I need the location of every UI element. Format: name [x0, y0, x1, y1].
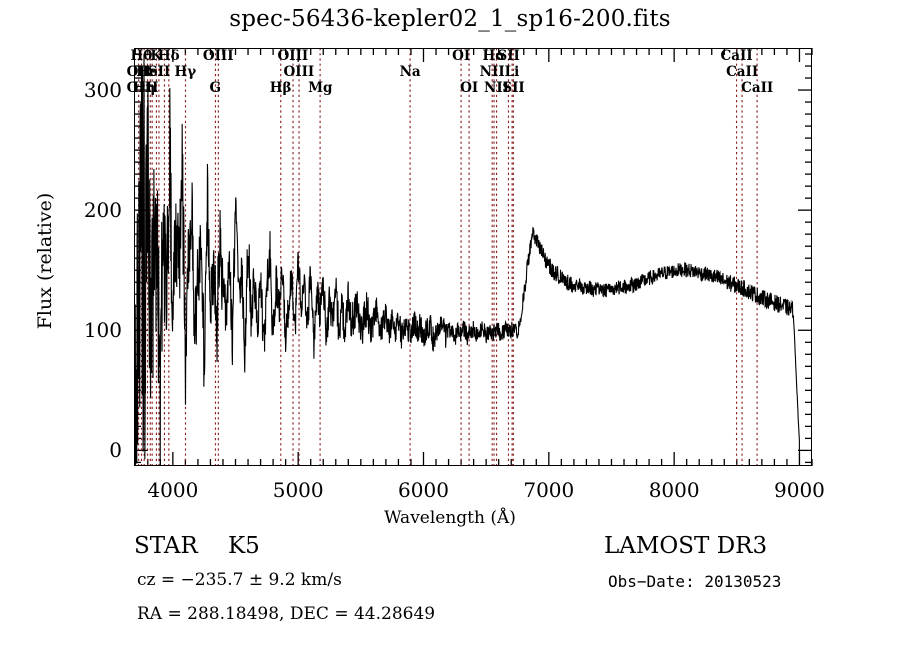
- y-axis-title: Flux (relative): [34, 192, 56, 330]
- spectral-line-label: HeI: [136, 64, 164, 80]
- x-tick-label: 9000: [774, 478, 825, 502]
- spectral-line-label: SII: [147, 64, 171, 80]
- spectral-line-label: NII: [479, 64, 505, 80]
- spectral-line-label: NII: [484, 80, 510, 96]
- y-tick-label: 0: [109, 438, 122, 463]
- spectral-line-label: Mg: [308, 80, 333, 96]
- object-class-label: STAR: [134, 533, 198, 559]
- redshift-velocity-label: cz = −235.7 ± 9.2 km/s: [137, 570, 342, 590]
- spectral-line-label: OIII: [202, 48, 234, 64]
- spectral-line-label: OI: [452, 48, 471, 64]
- spectral-line-label: Hβ: [269, 80, 292, 96]
- survey-label: LAMOST DR3: [604, 533, 768, 559]
- x-tick-label: 5000: [272, 478, 324, 502]
- spectral-line-label: OIII: [283, 64, 315, 80]
- page-title: spec-56436-kepler02_1_sp16-200.fits: [229, 6, 671, 32]
- y-tick-label: 300: [83, 78, 122, 103]
- spectral-line-label: Hγ: [174, 64, 197, 80]
- x-axis-title: Wavelength (Å): [384, 508, 516, 528]
- spectral-line-label: SII: [502, 80, 525, 96]
- x-tick-label: 7000: [523, 478, 575, 502]
- spectral-line-label: Li: [504, 64, 520, 80]
- spectral-line-label: Na: [399, 64, 421, 80]
- obs-date-label: Obs−Date: 20130523: [608, 572, 782, 591]
- plot-frame: [134, 48, 812, 466]
- spectrum-curve: [134, 54, 801, 465]
- spectral-line-label: G: [209, 80, 221, 96]
- spectral-line-label: SII: [497, 48, 520, 64]
- spectral-line-label: CaII: [741, 80, 774, 96]
- spectral-line-label: OIII: [277, 48, 309, 64]
- x-tick-label: 4000: [147, 478, 199, 502]
- spectral-line-label: Hθ: [130, 48, 153, 64]
- x-tick-label: 8000: [648, 478, 700, 502]
- spectral-line-label: CaII: [720, 48, 753, 64]
- spectral-line-label: OII: [126, 80, 152, 96]
- spectral-line-label: OII: [126, 64, 152, 80]
- spectral-line-label: CaII: [726, 64, 759, 80]
- spectral-line-label: Hα: [482, 48, 506, 64]
- spectral-line-label: OI: [460, 80, 479, 96]
- y-tick-label: 200: [83, 198, 122, 223]
- spectral-line-label: Hη: [132, 80, 156, 96]
- spectral-line-label: H: [145, 80, 159, 96]
- y-tick-label: 100: [83, 318, 122, 343]
- x-tick-label: 6000: [398, 478, 449, 502]
- spectral-line-label: Hδ: [157, 48, 180, 64]
- coordinates-label: RA = 288.18498, DEC = 44.28649: [137, 604, 436, 624]
- spectral-line-label: K: [150, 48, 163, 64]
- object-subclass-label: K5: [228, 533, 260, 559]
